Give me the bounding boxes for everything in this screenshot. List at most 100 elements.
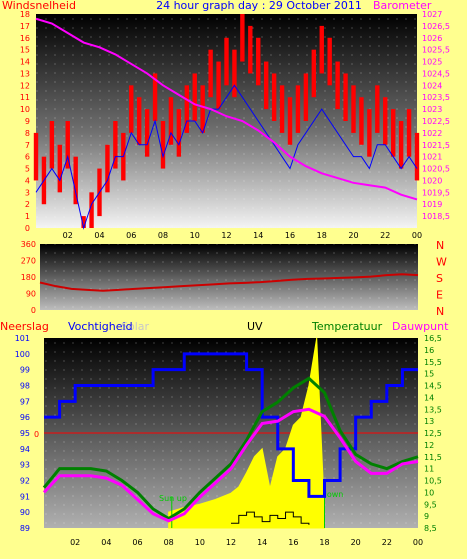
x-tick-label: 20 [351, 538, 361, 547]
x-tick-label: 04 [101, 538, 111, 547]
wind-gust-bar [129, 85, 134, 133]
x-tick-label: 06 [132, 538, 142, 547]
wind-y-tick-label: 16 [20, 34, 30, 43]
wind-gust-bar [65, 121, 70, 169]
humidity-y-tick-label: 92 [20, 477, 30, 486]
temperature-y-tick-label: 10,5 [424, 477, 442, 486]
barometer-y-tick-label: 1019 [422, 200, 442, 209]
direction-y-tick-label: 0 [31, 306, 36, 315]
x-tick-label: 18 [319, 538, 329, 547]
wind-y-tick-label: 17 [20, 22, 30, 31]
temperature-y-tick-label: 11,5 [424, 453, 442, 462]
wind-gust-bar [144, 109, 150, 157]
wind-gust-bar [105, 144, 110, 193]
compass-label: S [436, 272, 443, 285]
wind-gust-bar [406, 109, 412, 157]
x-tick-label: 22 [382, 538, 392, 547]
temperature-y-tick-label: 14 [424, 393, 434, 402]
temperature-y-tick-label: 9 [424, 512, 429, 521]
x-tick-label: 14 [257, 538, 267, 547]
barometer-y-tick-label: 1026 [422, 34, 442, 43]
wind-y-tick-label: 8 [25, 129, 30, 138]
wind-y-tick-label: 0 [25, 224, 30, 233]
temperature-y-tick-label: 15 [424, 370, 434, 379]
temperature-y-tick-label: 9,5 [424, 500, 437, 509]
rain-zero-label: 0 [34, 430, 39, 439]
wind-gust-bar [33, 132, 39, 181]
temperature-y-tick-label: 15,5 [424, 358, 442, 367]
wind-gust-bar [287, 97, 293, 145]
humidity-y-tick-label: 91 [20, 492, 30, 501]
wind-gust-bar [359, 97, 364, 145]
barometer-label: Barometer [373, 0, 432, 12]
x-tick-label: 02 [63, 231, 73, 240]
wind-y-tick-label: 10 [20, 105, 30, 114]
barometer-y-tick-label: 1026,5 [422, 22, 450, 31]
wind-y-tick-label: 2 [25, 200, 30, 209]
barometer-y-tick-label: 1020,5 [422, 165, 450, 174]
x-tick-label: 00 [412, 231, 422, 240]
wind-y-tick-label: 14 [20, 58, 30, 67]
wind-gust-bar [351, 85, 356, 133]
wind-y-tick-label: 15 [20, 46, 30, 55]
x-tick-label: 10 [190, 231, 200, 240]
temperature-y-tick-label: 13 [424, 417, 434, 426]
temperature-y-tick-label: 10 [424, 488, 434, 497]
wind-gust-bar [390, 109, 396, 157]
wind-gust-bar [200, 85, 205, 133]
wind-gust-bar [311, 49, 317, 98]
wind-gust-bar [176, 109, 182, 157]
wind-gust-bar [168, 97, 174, 145]
wind-gust-bar [398, 121, 404, 169]
wind-y-tick-label: 12 [20, 81, 30, 90]
wind-y-tick-label: 4 [25, 176, 30, 185]
uv-label: UV [247, 320, 263, 333]
wind-gust-bar [279, 85, 285, 133]
wind-gust-bar [49, 121, 55, 169]
axis-ticks: 01234567891011121314151617181018,5101910… [15, 10, 450, 547]
humidity-y-tick-label: 98 [20, 382, 30, 391]
wind-gust-bar [216, 61, 221, 110]
wind-gust-bar [160, 121, 166, 169]
wind-gust-bar [319, 25, 324, 74]
wind-gust-bar [295, 85, 301, 133]
wind-y-tick-label: 9 [25, 117, 30, 126]
barometer-y-tick-label: 1018,5 [422, 212, 450, 221]
barometer-y-tick-label: 1025 [422, 58, 442, 67]
temperature-label: Temperatuur [311, 320, 383, 333]
barometer-y-tick-label: 1021,5 [422, 141, 450, 150]
wind-gust-bar [375, 85, 380, 133]
wind-gust-bar [383, 97, 388, 145]
wind-gust-bar [113, 121, 118, 169]
wind-gust-bar [89, 192, 94, 228]
humidity-y-tick-label: 101 [15, 334, 30, 343]
barometer-y-tick-label: 1020 [422, 176, 442, 185]
barometer-line [35, 17, 418, 201]
direction-y-tick-label: 270 [21, 257, 36, 266]
barometer-y-tick-label: 1024,5 [422, 69, 450, 78]
wind-gust-bar [303, 73, 309, 121]
x-tick-label: 08 [164, 538, 174, 547]
wind-gust-bar [240, 14, 245, 62]
dewpoint-line [42, 407, 419, 523]
x-tick-label: 12 [226, 538, 236, 547]
wind-y-tick-label: 11 [20, 93, 30, 102]
temperature-y-tick-label: 12 [424, 441, 434, 450]
x-tick-label: 16 [285, 231, 295, 240]
humidity-y-tick-label: 95 [20, 429, 30, 438]
compass-label: N [436, 239, 444, 252]
x-tick-label: 08 [158, 231, 168, 240]
humidity-y-tick-label: 89 [20, 524, 30, 533]
wind-gust-bar [271, 73, 277, 121]
x-tick-label: 06 [126, 231, 136, 240]
x-tick-label: 10 [195, 538, 205, 547]
barometer-y-tick-label: 1027 [422, 10, 442, 19]
wind-y-tick-label: 18 [20, 10, 30, 19]
wind-gust-bar [232, 49, 237, 98]
wind-y-tick-label: 7 [25, 141, 30, 150]
rain-label: Neerslag [0, 320, 49, 333]
barometer-y-tick-label: 1022 [422, 129, 442, 138]
wind-y-tick-label: 3 [25, 188, 30, 197]
wind-gust-bar [367, 109, 372, 157]
